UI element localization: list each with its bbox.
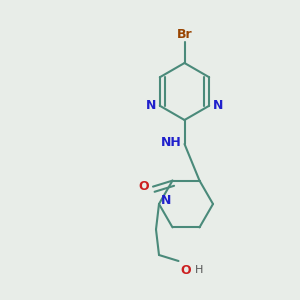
Text: N: N	[146, 99, 156, 112]
Text: NH: NH	[160, 136, 182, 149]
Text: O: O	[139, 180, 149, 193]
Text: O: O	[181, 263, 191, 277]
Text: Br: Br	[177, 28, 192, 41]
Text: H: H	[195, 265, 204, 275]
Text: N: N	[161, 194, 172, 208]
Text: N: N	[213, 99, 224, 112]
